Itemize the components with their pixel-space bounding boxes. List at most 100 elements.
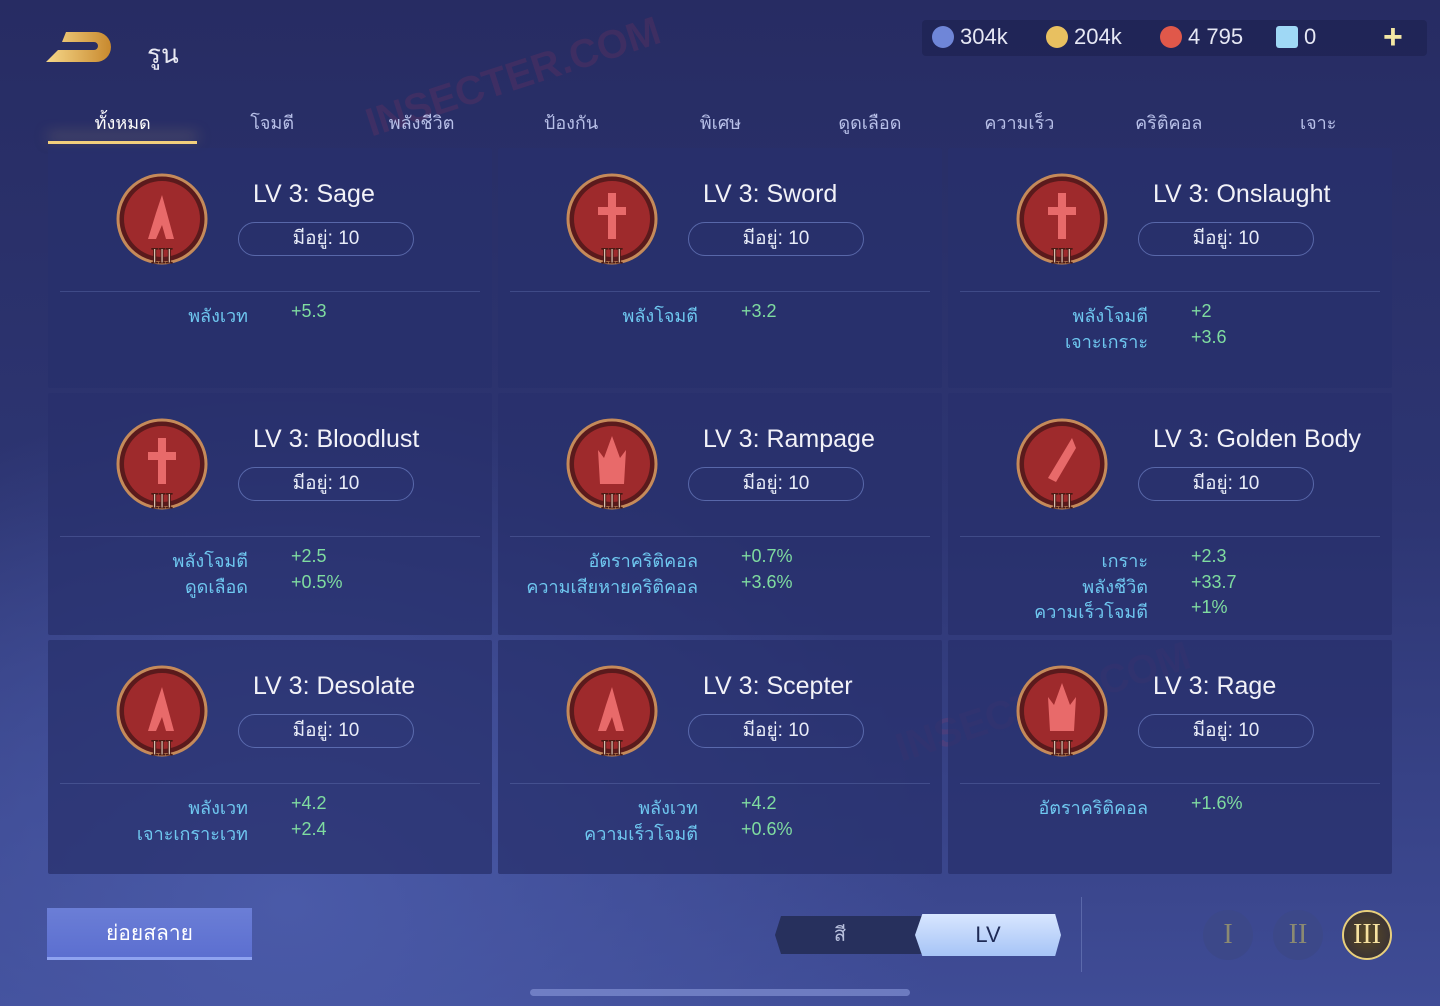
- tab-0[interactable]: ทั้งหมด: [48, 100, 198, 144]
- stat-row: พลังเวท +4.2: [498, 793, 942, 819]
- stat-value: +1.6%: [1191, 793, 1243, 813]
- owned-count: มีอยู่: 10: [1138, 467, 1314, 501]
- stat-label: พลังชีวิต: [1082, 576, 1148, 597]
- stat-label: เจาะเกราะเวท: [136, 823, 248, 844]
- tier-label: III: [1051, 735, 1073, 757]
- tier-label: III: [1051, 243, 1073, 265]
- stat-label: ความเร็วโจมตี: [584, 823, 698, 844]
- rune-title: LV 3: Sage: [253, 180, 375, 208]
- stat-value: +0.7%: [741, 546, 793, 566]
- rune-card[interactable]: III LV 3: Golden Body มีอยู่: 10 เกราะ +2…: [948, 393, 1392, 635]
- resource-red-gem: 4 795: [1160, 24, 1243, 50]
- stat-label: พลังโจมตี: [172, 551, 248, 571]
- stats-list: อัตราคริติคอล +0.7% ความเสียหายคริติคอล +3.…: [498, 546, 942, 597]
- owned-count: มีอยู่: 10: [238, 222, 414, 256]
- stat-value: +2: [1191, 301, 1212, 321]
- stats-list: อัตราคริติคอล +1.6%: [948, 793, 1392, 819]
- category-tabs: ทั้งหมด โจมตี พลังชีวิต ป้องกัน พิเศษ ดูดเลือ…: [48, 100, 1393, 144]
- stat-label: เกราะ: [1101, 551, 1149, 571]
- tier-filter-I[interactable]: I: [1203, 910, 1253, 960]
- tab-2[interactable]: พลังชีวิต: [388, 113, 455, 133]
- gold-coin-icon: [1046, 26, 1068, 48]
- stat-label: ความเร็วโจมตี: [1034, 602, 1148, 622]
- owned-count: มีอยู่: 10: [238, 714, 414, 748]
- stat-value: +2.4: [291, 818, 327, 839]
- tab-1[interactable]: โจมตี: [250, 113, 295, 133]
- owned-count: มีอยู่: 10: [688, 467, 864, 501]
- stat-value: +0.5%: [291, 571, 343, 592]
- rune-title: LV 3: Rage: [1153, 672, 1277, 700]
- tab-6[interactable]: ความเร็ว: [984, 113, 1055, 133]
- stat-value: +2.5: [291, 546, 327, 566]
- stats-list: พลังเวท +4.2 เจาะเกราะเวท +2.4: [48, 793, 492, 844]
- scrollbar[interactable]: [530, 989, 910, 996]
- tab-7[interactable]: คริติคอล: [1135, 113, 1203, 133]
- rune-card[interactable]: III LV 3: Desolate มีอยู่: 10 พลังเวท +4.…: [48, 640, 492, 874]
- sort-by-color-button[interactable]: สี: [775, 916, 925, 954]
- stat-label: ความเสียหายคริติคอล: [526, 576, 698, 597]
- flame-rune-icon: III: [566, 418, 658, 510]
- owned-count: มีอยู่: 10: [688, 222, 864, 256]
- tier-label: III: [601, 488, 623, 510]
- stat-row: เกราะ +2.3: [948, 546, 1392, 572]
- stat-row: พลังโจมตี +2.5: [48, 546, 492, 572]
- rune-title: LV 3: Desolate: [253, 672, 416, 700]
- stat-label: พลังเวท: [638, 798, 698, 818]
- tier-filter-II[interactable]: II: [1273, 910, 1323, 960]
- resource-blue-coin: 304k: [932, 24, 1008, 50]
- sword-rune-icon: III: [1016, 173, 1108, 265]
- flame-rune-icon: III: [1016, 665, 1108, 757]
- stat-value: +5.3: [291, 301, 327, 321]
- divider: [960, 291, 1380, 292]
- tier-label: III: [151, 243, 173, 265]
- stat-value: +1%: [1191, 597, 1228, 617]
- stat-row: พลังโจมตี +2: [948, 301, 1392, 327]
- tier-label: III: [151, 488, 173, 510]
- divider: [60, 536, 480, 537]
- divider: [510, 291, 930, 292]
- dismantle-button[interactable]: ย่อยสลาย: [47, 908, 252, 960]
- back-arrow-icon[interactable]: [44, 28, 116, 66]
- owned-count: มีอยู่: 10: [688, 714, 864, 748]
- stat-row: อัตราคริติคอล +1.6%: [948, 793, 1392, 819]
- rune-card[interactable]: III LV 3: Onslaught มีอยู่: 10 พลังโจมตี…: [948, 148, 1392, 388]
- tab-3[interactable]: ป้องกัน: [543, 113, 599, 133]
- mage-rune-icon: III: [116, 665, 208, 757]
- tab-5[interactable]: ดูดเลือด: [838, 113, 902, 133]
- stats-list: พลังเวท +5.3: [48, 301, 492, 327]
- stat-value: +3.6: [1191, 326, 1227, 347]
- stat-value: +2.3: [1191, 546, 1227, 566]
- tier-label: III: [601, 243, 623, 265]
- owned-count: มีอยู่: 10: [1138, 714, 1314, 748]
- tier-label: III: [601, 735, 623, 757]
- stat-row: ความเร็วโจมตี +0.6%: [498, 819, 942, 845]
- rune-card[interactable]: III LV 3: Sage มีอยู่: 10 พลังเวท +5.3: [48, 148, 492, 388]
- add-resource-button[interactable]: +: [1383, 18, 1403, 56]
- rune-card[interactable]: III LV 3: Rampage มีอยู่: 10 อัตราคริติค…: [498, 393, 942, 635]
- rune-card[interactable]: III LV 3: Bloodlust มีอยู่: 10 พลังโจมตี…: [48, 393, 492, 635]
- rune-card[interactable]: III LV 3: Scepter มีอยู่: 10 พลังเวท +4.2…: [498, 640, 942, 874]
- stat-row: ดูดเลือด +0.5%: [48, 572, 492, 598]
- stats-list: พลังโจมตี +2.5 ดูดเลือด +0.5%: [48, 546, 492, 597]
- stat-label: อัตราคริติคอล: [1038, 798, 1148, 818]
- tier-filter-III[interactable]: III: [1342, 910, 1392, 960]
- tab-8[interactable]: เจาะ: [1299, 113, 1337, 133]
- blue-coin-icon: [932, 26, 954, 48]
- rune-title: LV 3: Sword: [703, 180, 838, 208]
- tab-4[interactable]: พิเศษ: [699, 113, 742, 133]
- divider: [960, 783, 1380, 784]
- sword-rune-icon: III: [116, 418, 208, 510]
- stat-row: พลังโจมตี +3.2: [498, 301, 942, 327]
- sort-by-level-button[interactable]: LV: [915, 914, 1061, 956]
- blade-rune-icon: III: [1016, 418, 1108, 510]
- tier-label: III: [1051, 488, 1073, 510]
- stat-row: พลังชีวิต +33.7: [948, 572, 1392, 598]
- red-gem-icon: [1160, 26, 1182, 48]
- stats-list: พลังโจมตี +3.2: [498, 301, 942, 327]
- rune-grid: III LV 3: Sage มีอยู่: 10 พลังเวท +5.3 II…: [48, 148, 1393, 874]
- rune-card[interactable]: III LV 3: Sword มีอยู่: 10 พลังโจมตี +3.2: [498, 148, 942, 388]
- rune-card[interactable]: III LV 3: Rage มีอยู่: 10 อัตราคริติคอล +…: [948, 640, 1392, 874]
- divider: [60, 291, 480, 292]
- stat-row: เจาะเกราะ +3.6: [948, 327, 1392, 353]
- stat-label: พลังโจมตี: [622, 306, 698, 326]
